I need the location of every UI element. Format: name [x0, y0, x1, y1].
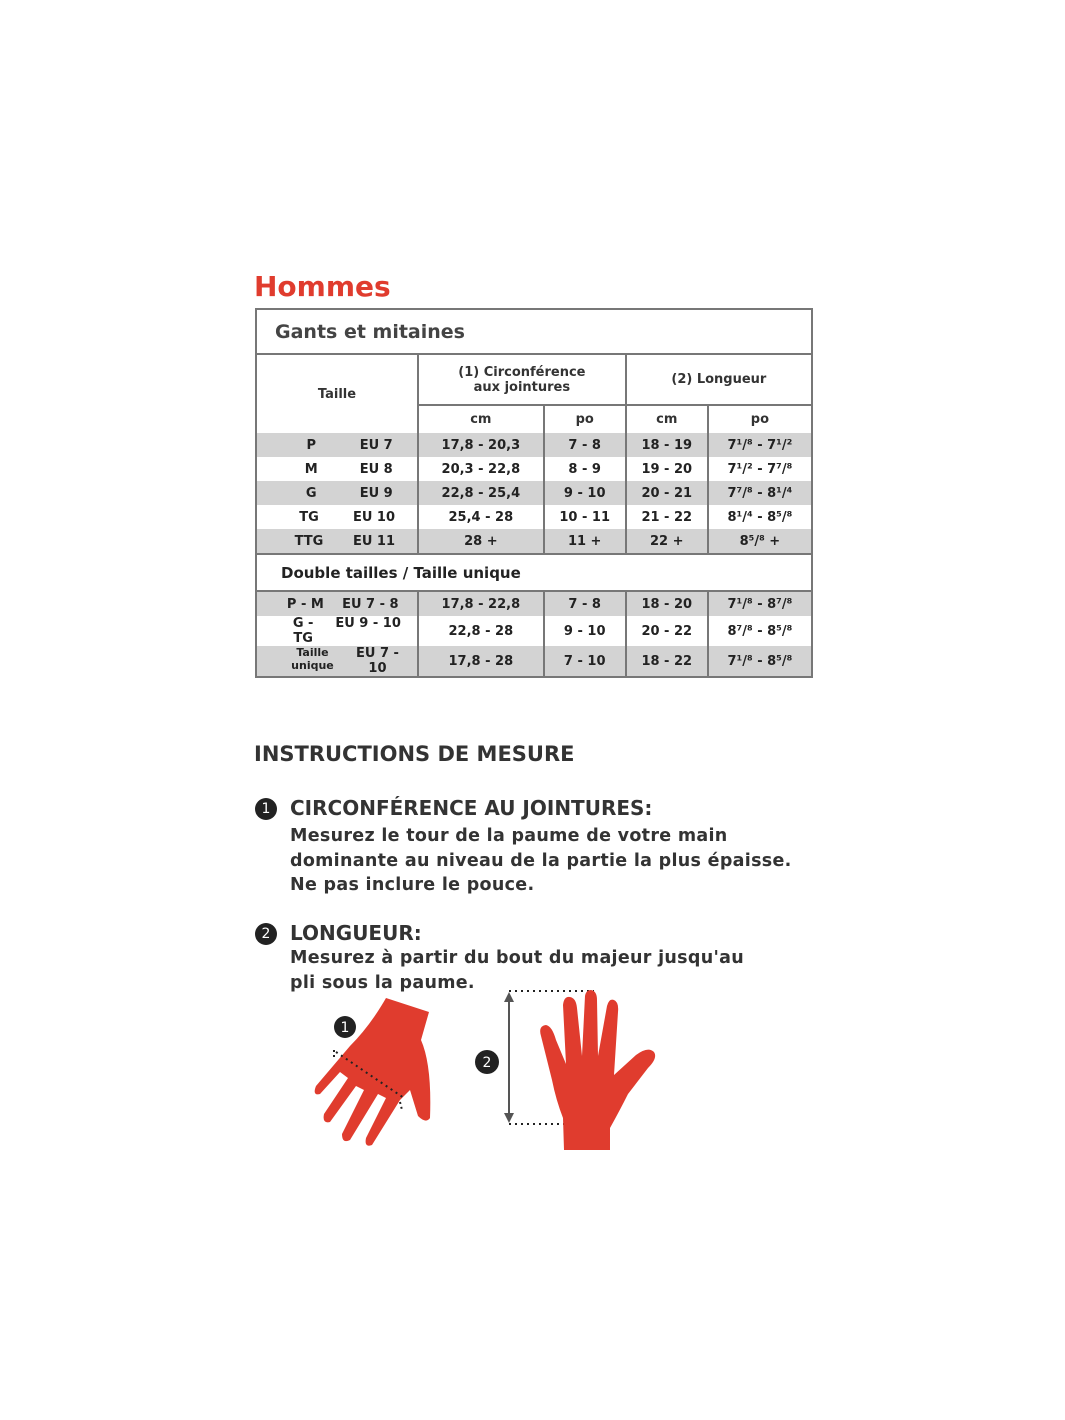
value-cell-c-cm: 17,8 - 28 — [417, 646, 545, 677]
step-text-circumference: Mesurez le tour de la paume de votre mai… — [290, 826, 792, 895]
size-cell: M EU 8 — [255, 457, 419, 481]
step-number-2: 2 — [255, 923, 277, 945]
taille-header: Taille — [255, 354, 419, 433]
instructions-heading: INSTRUCTIONS DE MESURE — [254, 742, 575, 766]
size-cell: Taille unique EU 7 - 10 — [255, 646, 419, 677]
value-cell-l-po: 7¹/² - 7⁷/⁸ — [706, 457, 814, 481]
value-cell-l-po: 8⁵/⁸ + — [706, 529, 814, 554]
unit-label: cm — [417, 405, 545, 433]
value-cell-c-po: 9 - 10 — [542, 481, 627, 505]
unit-label: cm — [624, 405, 709, 433]
value-cell-l-cm: 18 - 20 — [624, 591, 709, 616]
size-cell: TTG EU 11 — [255, 529, 419, 554]
value-cell-l-cm: 18 - 19 — [624, 433, 709, 457]
table-row: M EU 8 20,3 - 22,8 8 - 9 19 - 20 7¹/² - 7⁷/⁸ — [255, 457, 814, 481]
table-row: P - M EU 7 - 8 17,8 - 22,8 7 - 8 18 - 20 7¹/⁸… — [255, 591, 814, 616]
value-cell-l-po: 7¹/⁸ - 8⁵/⁸ — [706, 646, 814, 677]
length-arrow-icon — [504, 990, 594, 1125]
value-cell-c-po: 11 + — [542, 529, 627, 554]
table-row: Taille unique EU 7 - 10 17,8 - 28 7 - 10 18 … — [255, 646, 814, 677]
value-cell-l-cm: 18 - 22 — [624, 646, 709, 677]
value-cell-c-cm: 17,8 - 20,3 — [417, 433, 545, 457]
step-text-length: Mesurez à partir du bout du majeur jusqu… — [290, 948, 744, 993]
value-cell-c-cm: 22,8 - 28 — [417, 616, 545, 646]
value-cell-c-cm: 25,4 - 28 — [417, 505, 545, 529]
value-cell-l-cm: 21 - 22 — [624, 505, 709, 529]
step-title-circumference: CIRCONFÉRENCE AU JOINTURES: — [290, 796, 653, 820]
hand-circumference-icon — [314, 998, 431, 1146]
value-cell-l-cm: 20 - 21 — [624, 481, 709, 505]
value-cell-l-po: 8¹/⁴ - 8⁵/⁸ — [706, 505, 814, 529]
step-title-length: LONGUEUR: — [290, 921, 422, 945]
value-cell-c-po: 7 - 10 — [542, 646, 627, 677]
page-title: Hommes — [254, 270, 391, 303]
value-cell-c-cm: 20,3 - 22,8 — [417, 457, 545, 481]
table-row: G EU 9 22,8 - 25,4 9 - 10 20 - 21 7⁷/⁸ - 8¹/⁴ — [255, 481, 814, 505]
value-cell-l-po: 7¹/⁸ - 8⁷/⁸ — [706, 591, 814, 616]
svg-text:2: 2 — [483, 1055, 492, 1071]
size-cell: G - TG EU 9 - 10 — [255, 616, 419, 646]
value-cell-c-po: 10 - 11 — [542, 505, 627, 529]
value-cell-c-po: 9 - 10 — [542, 616, 627, 646]
value-cell-l-cm: 19 - 20 — [624, 457, 709, 481]
size-cell: P - M EU 7 - 8 — [255, 591, 419, 616]
value-cell-c-po: 7 - 8 — [542, 433, 627, 457]
value-cell-c-cm: 22,8 - 25,4 — [417, 481, 545, 505]
table-row: P EU 7 17,8 - 20,3 7 - 8 18 - 19 7¹/⁸ - 7¹/² — [255, 433, 814, 457]
value-cell-l-po: 7⁷/⁸ - 8¹/⁴ — [706, 481, 814, 505]
unit-label: po — [542, 405, 627, 433]
hand-length-icon — [540, 990, 656, 1150]
length-header: (2) Longueur — [624, 354, 814, 406]
svg-text:1: 1 — [341, 1020, 350, 1036]
size-cell: G EU 9 — [255, 481, 419, 505]
circumference-header: (1) Circonférence aux jointures — [417, 354, 627, 406]
size-cell: P EU 7 — [255, 433, 419, 457]
unit-label: po — [706, 405, 814, 433]
value-cell-c-po: 7 - 8 — [542, 591, 627, 616]
table-section2-title: Double tailles / Taille unique — [255, 553, 813, 592]
value-cell-l-po: 8⁷/⁸ - 8⁵/⁸ — [706, 616, 814, 646]
value-cell-c-po: 8 - 9 — [542, 457, 627, 481]
value-cell-l-po: 7¹/⁸ - 7¹/² — [706, 433, 814, 457]
table-row: TG EU 10 25,4 - 28 10 - 11 21 - 22 8¹/⁴ - 8⁵/… — [255, 505, 814, 529]
value-cell-c-cm: 28 + — [417, 529, 545, 554]
table-row: TTG EU 11 28 +11 +22 +8⁵/⁸ + — [255, 529, 814, 554]
table-section-title: Gants et mitaines — [255, 309, 813, 355]
value-cell-l-cm: 22 + — [624, 529, 709, 554]
size-cell: TG EU 10 — [255, 505, 419, 529]
size-table: Gants et mitaines Taille (1) Circonféren… — [255, 308, 814, 678]
value-cell-l-cm: 20 - 22 — [624, 616, 709, 646]
table-row: G - TG EU 9 - 10 22,8 - 28 9 - 10 20 - 22 8⁷/… — [255, 616, 814, 646]
value-cell-c-cm: 17,8 - 22,8 — [417, 591, 545, 616]
step-number-1: 1 — [255, 798, 277, 820]
